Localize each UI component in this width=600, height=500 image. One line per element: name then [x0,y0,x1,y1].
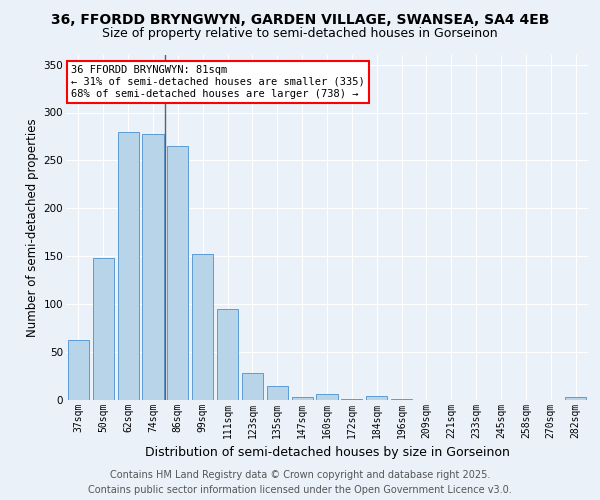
Bar [217,309,238,400]
Bar [366,396,387,400]
Bar [192,254,213,400]
Bar [118,132,139,400]
Bar [242,373,263,400]
Text: Contains HM Land Registry data © Crown copyright and database right 2025.
Contai: Contains HM Land Registry data © Crown c… [88,470,512,495]
Y-axis label: Number of semi-detached properties: Number of semi-detached properties [26,118,40,337]
Text: 36 FFORDD BRYNGWYN: 81sqm
← 31% of semi-detached houses are smaller (335)
68% of: 36 FFORDD BRYNGWYN: 81sqm ← 31% of semi-… [71,66,365,98]
Bar [267,386,288,400]
Bar [292,397,313,400]
Text: Size of property relative to semi-detached houses in Gorseinon: Size of property relative to semi-detach… [102,28,498,40]
Bar [316,394,338,400]
Bar [68,340,89,400]
Bar [391,399,412,400]
Bar [341,399,362,400]
Text: 36, FFORDD BRYNGWYN, GARDEN VILLAGE, SWANSEA, SA4 4EB: 36, FFORDD BRYNGWYN, GARDEN VILLAGE, SWA… [51,12,549,26]
Bar [167,146,188,400]
X-axis label: Distribution of semi-detached houses by size in Gorseinon: Distribution of semi-detached houses by … [145,446,509,460]
Bar [93,258,114,400]
Bar [142,134,164,400]
Bar [565,397,586,400]
